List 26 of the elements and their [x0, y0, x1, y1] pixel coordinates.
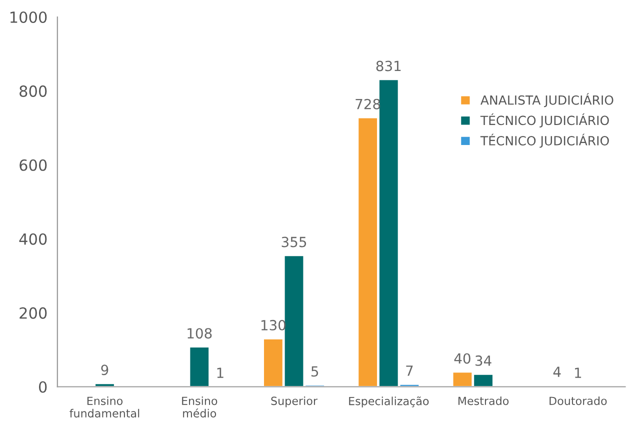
x-tick-label: Ensino médio — [182, 396, 218, 418]
data-label: 1 — [217, 368, 224, 378]
y-tick-label: 0 — [38, 381, 47, 393]
data-label: 7 — [406, 366, 413, 376]
data-label: 1 — [575, 368, 582, 378]
y-tick-label: 400 — [19, 233, 47, 245]
data-label: 4 — [553, 366, 561, 377]
y-tick-label: 1000 — [10, 11, 47, 24]
legend-label: TÉCNICO JUDICIÁRIO — [480, 113, 609, 128]
y-tick-label: 800 — [20, 85, 47, 97]
x-tick-label: Doutorado — [550, 396, 607, 406]
x-tick-label: Mestrado — [458, 396, 509, 406]
y-tick-label: 600 — [20, 159, 47, 171]
data-label: 40 — [454, 353, 470, 364]
x-tick-label: Especialização — [349, 396, 429, 408]
data-label: 831 — [376, 60, 401, 72]
x-tick-label: Ensino fundamental — [70, 396, 140, 418]
data-label: 9 — [101, 364, 108, 376]
x-tick-label: Superior — [271, 396, 318, 408]
data-label: 108 — [188, 328, 212, 339]
data-label: 5 — [311, 366, 318, 377]
legend-label: ANALISTA JUDICIÁRIO — [480, 93, 614, 108]
data-label: 34 — [476, 355, 492, 366]
legend-label: TÉCNICO JUDICIÁRIO — [480, 134, 609, 148]
data-label: 355 — [282, 236, 306, 248]
y-tick-label: 200 — [20, 307, 47, 319]
